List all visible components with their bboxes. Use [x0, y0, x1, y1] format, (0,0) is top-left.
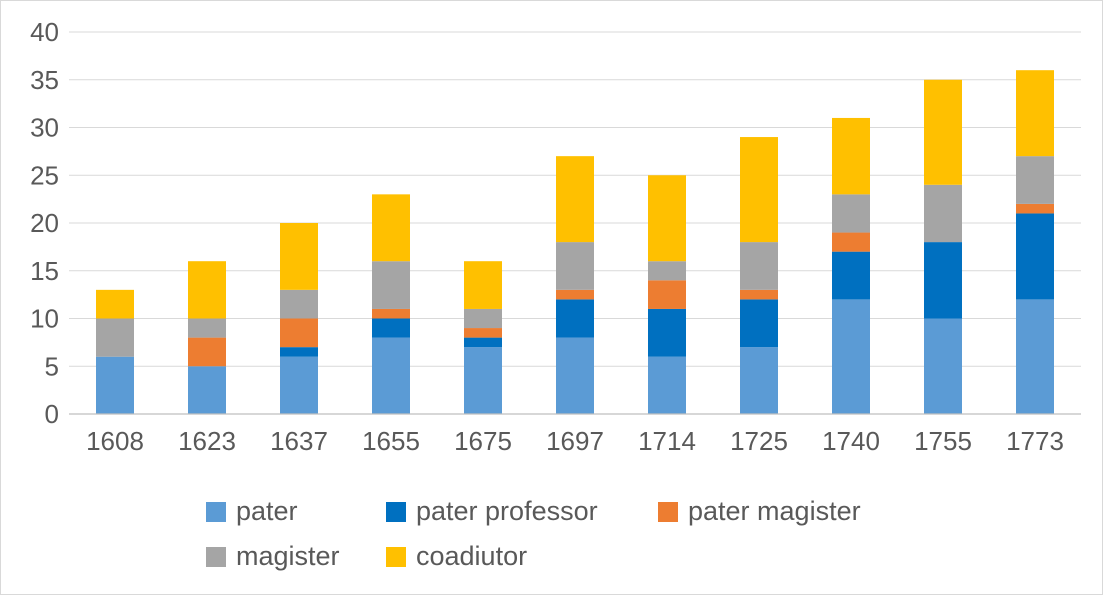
bars: [96, 70, 1054, 414]
bar-pater-1623: [188, 366, 226, 414]
bar-pater-magister-1675: [464, 328, 502, 338]
x-tick-label: 1740: [822, 426, 880, 456]
bar-pater-magister-1773: [1016, 203, 1054, 214]
legend-swatch: [206, 502, 226, 522]
y-tick-label: 35: [30, 65, 59, 95]
bar-pater-professor-1755: [924, 242, 962, 319]
bar-pater-1697: [556, 337, 594, 414]
x-tick-label: 1608: [86, 426, 144, 456]
bar-pater-professor-1697: [556, 299, 594, 338]
legend-label: magister: [236, 541, 340, 571]
bar-pater-magister-1740: [832, 232, 870, 252]
y-tick-label: 5: [45, 351, 59, 381]
bar-pater-1773: [1016, 299, 1054, 414]
bar-coadiutor-1608: [96, 289, 134, 319]
bar-magister-1623: [188, 318, 226, 338]
bar-pater-1675: [464, 347, 502, 414]
x-tick-label: 1725: [730, 426, 788, 456]
legend-swatch: [386, 502, 406, 522]
x-tick-label: 1675: [454, 426, 512, 456]
bar-pater-professor-1773: [1016, 213, 1054, 300]
legend-label: pater: [236, 496, 298, 526]
bar-pater-1755: [924, 318, 962, 414]
bar-magister-1714: [648, 261, 686, 281]
bar-pater-professor-1714: [648, 308, 686, 357]
bar-pater-professor-1655: [372, 318, 410, 338]
bar-pater-professor-1675: [464, 337, 502, 348]
axes: 0 5 10 15 20 25 30 35 40 1608 1623 1637 1655 1675 1697…: [30, 17, 1081, 456]
bar-magister-1655: [372, 261, 410, 309]
x-tick-label: 1637: [270, 426, 328, 456]
bar-coadiutor-1697: [556, 156, 594, 243]
bar-pater-1655: [372, 337, 410, 414]
y-tick-label: 10: [30, 304, 59, 334]
bar-pater-magister-1623: [188, 337, 226, 367]
x-tick-label: 1714: [638, 426, 696, 456]
legend-label: coadiutor: [416, 541, 527, 571]
bar-pater-professor-1740: [832, 251, 870, 300]
bar-magister-1697: [556, 242, 594, 290]
bar-magister-1637: [280, 289, 318, 319]
x-tick-label: 1655: [362, 426, 420, 456]
bar-magister-1608: [96, 318, 134, 357]
bar-magister-1755: [924, 184, 962, 243]
bar-coadiutor-1740: [832, 117, 870, 195]
legend-swatch: [386, 547, 406, 567]
bar-magister-1675: [464, 308, 502, 329]
legend-swatch: [206, 547, 226, 567]
bar-pater-magister-1725: [740, 289, 778, 300]
y-tick-label: 20: [30, 208, 59, 238]
legend-swatch: [658, 502, 678, 522]
bar-coadiutor-1637: [280, 223, 318, 290]
y-tick-label: 15: [30, 256, 59, 286]
bar-pater-1740: [832, 299, 870, 414]
x-tick-label: 1623: [178, 426, 236, 456]
y-tick-label: 25: [30, 160, 59, 190]
bar-pater-professor-1725: [740, 299, 778, 348]
x-tick-label: 1755: [914, 426, 972, 456]
y-tick-label: 30: [30, 113, 59, 143]
x-tick-label: 1697: [546, 426, 604, 456]
bar-pater-1637: [280, 356, 318, 414]
bar-pater-professor-1637: [280, 347, 318, 357]
bar-pater-magister-1637: [280, 318, 318, 348]
bar-magister-1725: [740, 242, 778, 290]
bar-pater-1608: [96, 356, 134, 414]
bar-coadiutor-1655: [372, 194, 410, 262]
y-tick-label: 0: [45, 399, 59, 429]
bar-coadiutor-1714: [648, 175, 686, 262]
bar-pater-1725: [740, 347, 778, 414]
bar-coadiutor-1773: [1016, 70, 1054, 157]
bar-pater-1714: [648, 356, 686, 414]
bar-coadiutor-1623: [188, 261, 226, 319]
bar-pater-magister-1697: [556, 289, 594, 300]
bar-pater-magister-1655: [372, 308, 410, 319]
legend: pater pater professor pater magister magist…: [206, 496, 861, 571]
y-tick-label: 40: [30, 17, 59, 47]
legend-label: pater professor: [416, 496, 598, 526]
bar-pater-magister-1714: [648, 280, 686, 309]
bar-coadiutor-1675: [464, 261, 502, 309]
bar-magister-1773: [1016, 156, 1054, 204]
x-tick-label: 1773: [1006, 426, 1064, 456]
bar-coadiutor-1725: [740, 137, 778, 243]
bar-coadiutor-1755: [924, 79, 962, 185]
legend-label: pater magister: [688, 496, 861, 526]
bar-magister-1740: [832, 194, 870, 233]
